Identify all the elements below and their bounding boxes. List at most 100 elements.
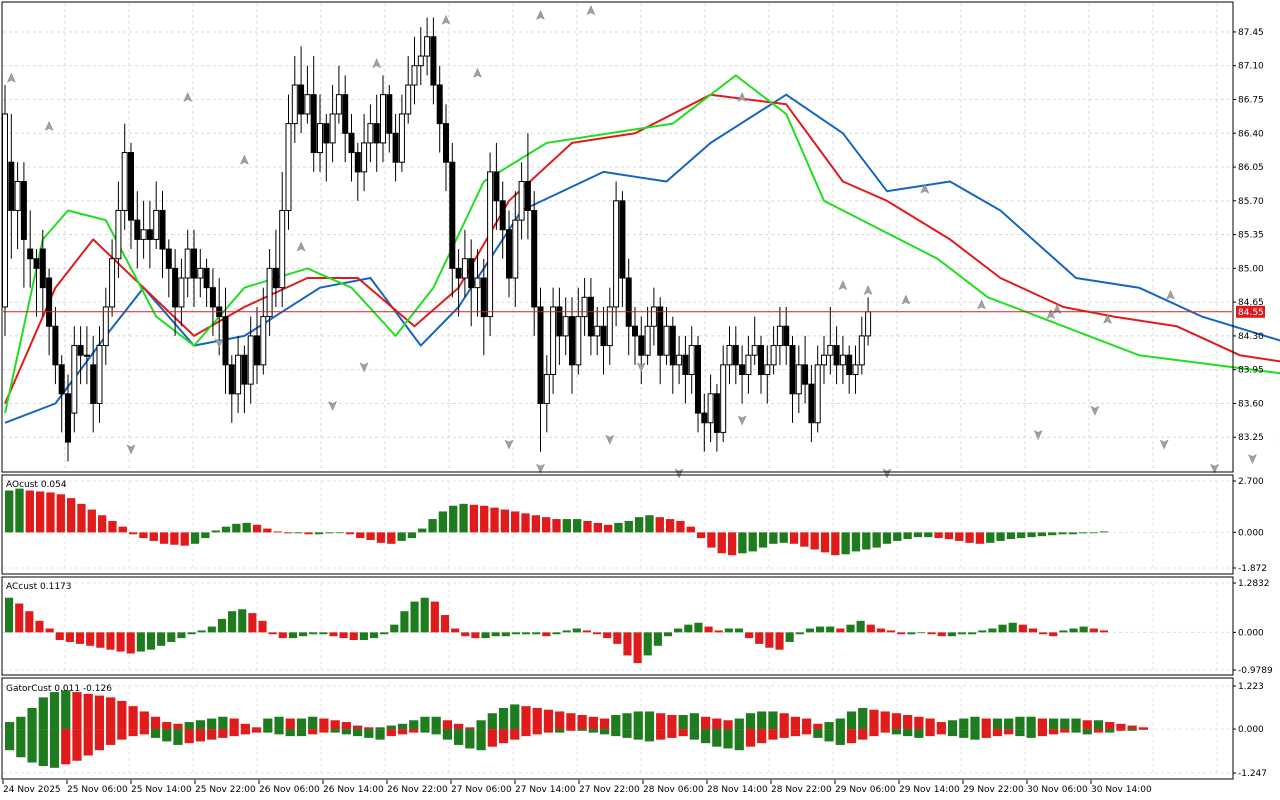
candle[interactable] [146,200,153,269]
candle[interactable] [373,94,380,172]
candle[interactable] [417,27,424,86]
candle[interactable] [430,17,437,105]
candle[interactable] [594,306,601,356]
candle[interactable] [323,113,330,182]
candle[interactable] [266,249,273,336]
candle[interactable] [543,355,550,433]
candle[interactable] [96,326,103,423]
candle[interactable] [745,335,752,394]
candle[interactable] [449,142,456,298]
candle[interactable] [260,287,267,375]
candle[interactable] [550,287,557,394]
candle[interactable] [512,191,519,307]
candle[interactable] [392,113,399,182]
candle[interactable] [480,258,487,356]
candle[interactable] [272,229,279,307]
candle[interactable] [814,345,821,433]
candle[interactable] [380,75,386,163]
candle[interactable] [285,94,292,230]
candle[interactable] [581,278,588,336]
candle[interactable] [569,297,575,394]
candle[interactable] [191,229,197,307]
candle[interactable] [493,142,500,230]
candle[interactable] [455,249,462,317]
candle[interactable] [682,335,689,404]
candle[interactable] [688,326,695,394]
candle[interactable] [619,191,626,307]
candle[interactable] [329,85,336,163]
ao-panel[interactable]: AOcust 0.054 2.700 0.000 -1.872 [1,474,1267,575]
candle[interactable] [203,258,210,307]
candle[interactable] [669,316,676,394]
candle[interactable] [367,104,374,163]
candle[interactable] [121,123,128,230]
candlesticks[interactable] [2,17,872,462]
candle[interactable] [720,345,727,443]
candle[interactable] [751,316,758,365]
candle[interactable] [726,326,733,385]
candle[interactable] [474,249,481,317]
candle[interactable] [770,326,777,375]
candle[interactable] [852,345,859,394]
candle[interactable] [758,335,764,394]
candle[interactable] [83,326,90,385]
candle[interactable] [600,306,607,375]
candle[interactable] [153,181,160,250]
candle[interactable] [524,133,531,240]
candle[interactable] [222,287,229,394]
candle[interactable] [27,210,34,288]
candle[interactable] [625,258,632,356]
candle[interactable] [575,287,582,375]
candle[interactable] [707,374,714,443]
candle[interactable] [789,335,796,423]
candle[interactable] [228,355,235,423]
candle[interactable] [52,306,59,385]
candle[interactable] [518,162,525,240]
candle[interactable] [209,268,216,336]
candle[interactable] [764,345,771,404]
candle[interactable] [405,56,412,124]
candle[interactable] [184,229,191,298]
candle[interactable] [310,56,317,172]
candle[interactable] [562,297,569,356]
candle[interactable] [783,306,790,365]
candle[interactable] [587,278,594,356]
candle[interactable] [172,249,179,336]
candle[interactable] [2,85,8,336]
candle[interactable] [808,364,815,443]
candle[interactable] [134,191,141,269]
candle[interactable] [14,162,21,250]
candle[interactable] [839,335,846,385]
candle[interactable] [701,393,708,452]
candle[interactable] [732,326,739,385]
candle[interactable] [537,287,544,452]
candle[interactable] [613,181,620,327]
candle[interactable] [342,75,349,163]
price-panel[interactable]: 87.45 87.10 86.75 86.40 86.05 85.70 85.35 85.00… [1,1,1280,479]
candle[interactable] [291,56,298,143]
candle[interactable] [102,287,109,365]
candle[interactable] [279,171,286,307]
candle[interactable] [776,306,783,365]
candle[interactable] [254,306,260,385]
candle[interactable] [235,335,242,414]
candle[interactable] [71,326,78,433]
candle[interactable] [695,335,701,433]
candle[interactable] [556,287,563,365]
candle[interactable] [304,65,311,124]
candle[interactable] [739,345,746,404]
candle[interactable] [58,355,65,433]
candle[interactable] [436,65,443,153]
candle[interactable] [335,65,342,124]
ac-panel[interactable]: ACcust 0.1173 1.2832 0.000 -0.9789 [1,576,1273,676]
candle[interactable] [821,335,827,385]
candle[interactable] [827,306,834,375]
candle[interactable] [644,306,651,365]
candle[interactable] [411,36,418,105]
candle[interactable] [386,85,393,153]
candle[interactable] [298,46,305,134]
candle[interactable] [398,94,405,172]
candle[interactable] [606,287,613,365]
candle[interactable] [424,17,431,76]
